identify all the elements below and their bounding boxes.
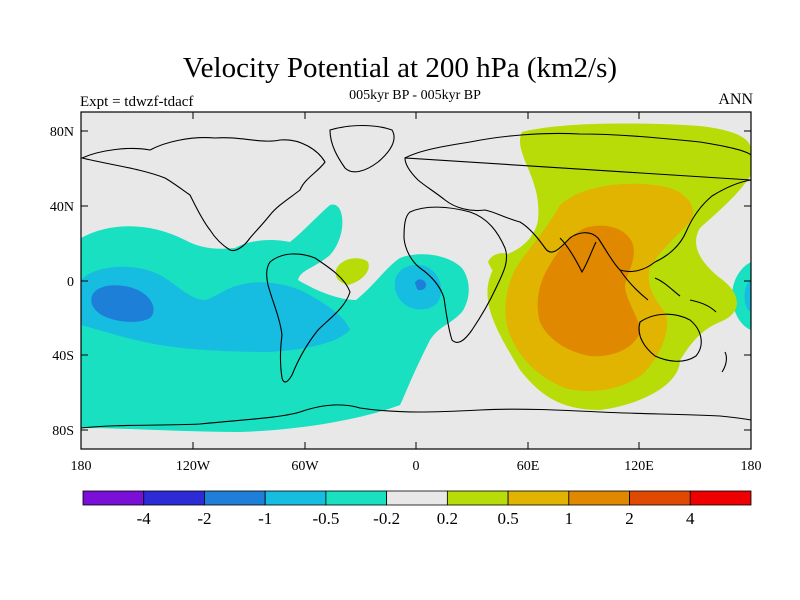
chart-title: Velocity Potential at 200 hPa (km2/s) [182, 52, 618, 84]
colorbar: -4 -2 -1 -0.5 -0.2 0.2 0.5 1 2 4 [82, 490, 752, 528]
lon-tick-label: 120W [176, 459, 211, 474]
coastlines [81, 124, 751, 429]
colorbar-swatch [446, 490, 509, 506]
colorbar-label: -4 [137, 509, 152, 528]
coast-south-america [266, 253, 351, 383]
contour-negative-strong-atlantic [415, 279, 427, 291]
contour-negative-moderate-east [744, 280, 751, 312]
colorbar-label: -2 [197, 509, 211, 528]
colorbar-label: 1 [565, 509, 574, 528]
colorbar-swatch [143, 490, 205, 506]
contour-fill-layer [81, 123, 751, 432]
lat-tick-label: 40N [50, 200, 74, 215]
lon-tick-label: 60W [291, 459, 319, 474]
lat-tick-label: 80S [52, 424, 74, 439]
season-label: ANN [718, 91, 753, 108]
colorbar-swatch [568, 490, 630, 506]
colorbar-swatch [82, 490, 145, 506]
colorbar-swatch [507, 490, 570, 506]
contour-positive-strong [537, 225, 640, 357]
contour-positive-weak-atlantic [335, 258, 369, 285]
colorbar-swatch [204, 490, 266, 506]
contour-negative-strong [91, 285, 154, 322]
experiment-label: Expt = tdwzf-tdacf [80, 94, 194, 110]
colorbar-label: 4 [686, 509, 695, 528]
colorbar-swatch [386, 490, 448, 506]
coast-antarctica [81, 404, 751, 429]
lat-tick-label: 0 [67, 275, 74, 290]
lon-tick-label: 180 [741, 459, 762, 474]
colorbar-swatch [264, 490, 327, 506]
coast-greenland [329, 124, 395, 173]
lon-tick-label: 0 [413, 459, 420, 474]
colorbar-label: -0.2 [373, 509, 400, 528]
colorbar-label: 2 [625, 509, 634, 528]
colorbar-swatch [629, 490, 691, 506]
colorbar-label: -1 [258, 509, 272, 528]
chart-subtitle: 005kyr BP - 005kyr BP [349, 88, 481, 103]
contour-negative-weak-east [732, 262, 751, 330]
coast-southeast-asia [619, 269, 717, 313]
lat-tick-label: 40S [52, 349, 74, 364]
coast-africa [403, 206, 508, 343]
colorbar-label: 0.2 [437, 509, 458, 528]
lon-tick-label: 180 [71, 459, 92, 474]
colorbar-label: -0.5 [312, 509, 339, 528]
coast-north-america [81, 137, 326, 252]
coast-eurasia [404, 132, 751, 273]
coast-new-zealand [721, 351, 727, 373]
lon-tick-label: 120E [624, 459, 654, 474]
latitude-tick-labels: 80N 40N 0 40S 80S [50, 125, 74, 439]
colorbar-label: 0.5 [497, 509, 518, 528]
coast-australia [638, 313, 702, 362]
longitude-tick-labels: 180 120W 60W 0 60E 120E 180 [71, 459, 762, 474]
coast-india [559, 237, 597, 274]
colorbar-swatch [325, 490, 388, 506]
colorbar-swatch [689, 490, 752, 506]
lat-tick-label: 80N [50, 125, 74, 140]
contour-negative-moderate [81, 266, 350, 352]
tick-marks [81, 112, 751, 449]
lon-tick-label: 60E [517, 459, 540, 474]
